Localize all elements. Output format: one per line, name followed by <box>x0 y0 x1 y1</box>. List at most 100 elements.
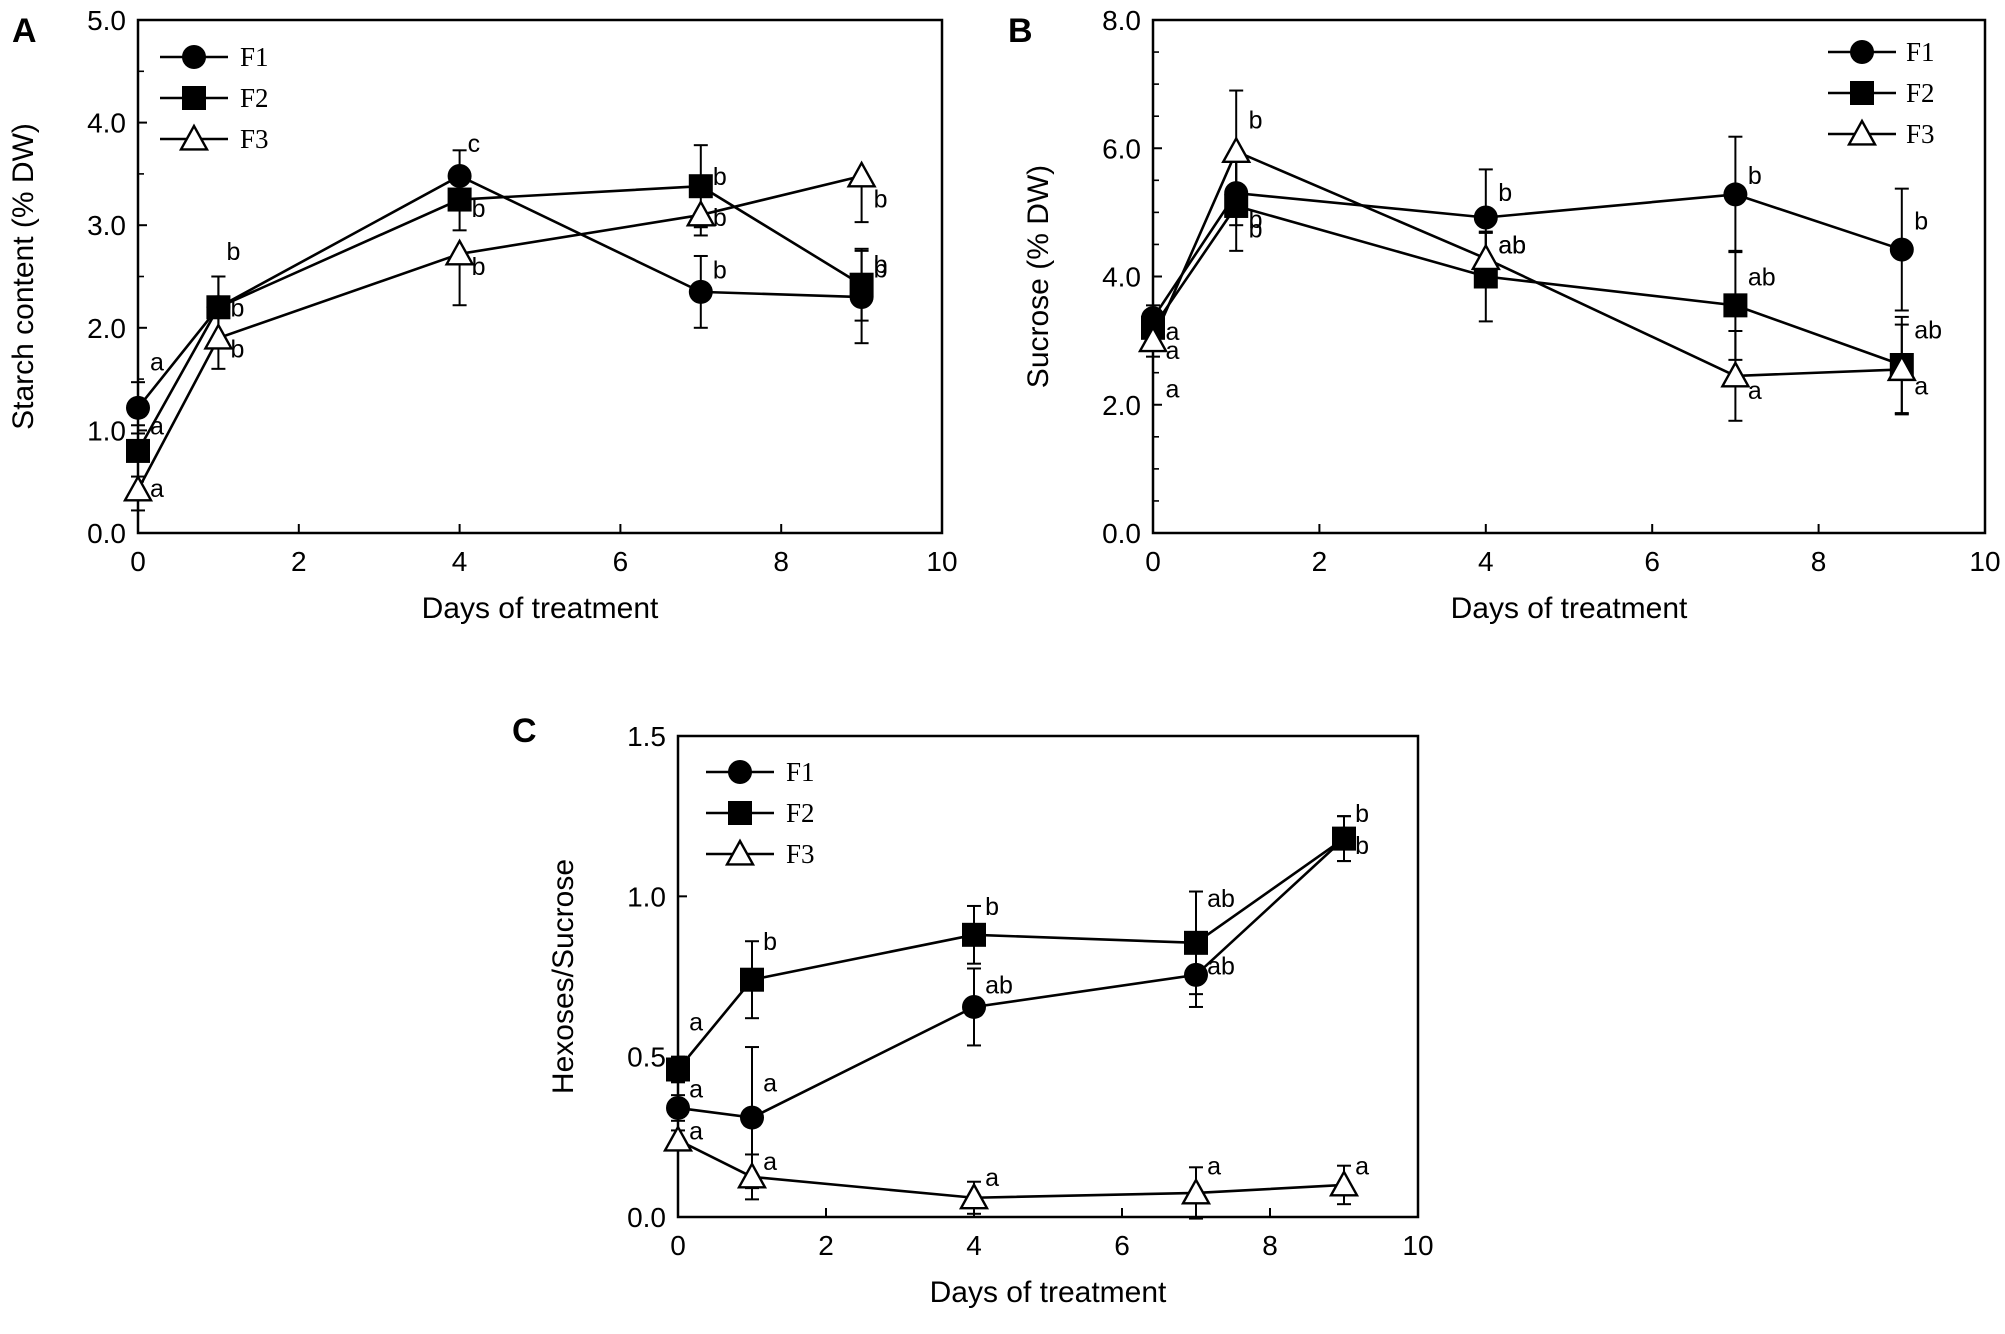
legend-marker-f1 <box>1850 40 1874 64</box>
x-tick-label-a: 4 <box>452 546 468 577</box>
legend-marker-f3 <box>1846 118 1878 146</box>
data-point <box>1137 325 1169 353</box>
y-tick-label-c: 1.0 <box>627 881 666 912</box>
data-point <box>740 967 764 992</box>
y-tick-label-a: 5.0 <box>87 5 126 36</box>
series-line <box>1151 191 1903 319</box>
significance-letter: b <box>874 251 888 279</box>
significance-letter: ab <box>1207 885 1235 913</box>
data-point <box>1328 1169 1360 1197</box>
significance-letter: b <box>874 255 888 283</box>
data-point <box>1723 293 1748 318</box>
significance-letter: b <box>226 238 240 266</box>
data-point <box>126 438 150 463</box>
panel-letter-a: A <box>12 12 37 50</box>
significance-letter: b <box>230 294 244 322</box>
data-point <box>662 1124 694 1152</box>
y-tick-label-c: 0.0 <box>627 1202 666 1233</box>
data-point <box>1180 1177 1212 1205</box>
data-point <box>1221 135 1252 164</box>
data-point <box>740 1105 764 1130</box>
x-tick-label-a: 6 <box>613 546 629 577</box>
significance-letter: a <box>689 1076 703 1104</box>
significance-letter: a <box>689 1117 703 1145</box>
significance-letter: ab <box>1498 231 1526 259</box>
series-line <box>136 174 862 409</box>
significance-letter: b <box>1355 800 1369 828</box>
y-axis-label-a: Starch content (% DW) <box>7 123 40 430</box>
series-f2-c: ab b ab b <box>666 800 1369 1084</box>
legend-marker-f2 <box>182 86 206 110</box>
x-axis-label-a: Days of treatment <box>422 592 659 625</box>
x-tick-label-c: 8 <box>1262 1230 1278 1261</box>
legend-a: F1 F2 F3 <box>160 42 269 154</box>
data-point <box>962 922 986 947</box>
data-point <box>666 1057 690 1082</box>
x-tick-label-b: 8 <box>1811 546 1827 577</box>
legend-label-f3: F3 <box>1906 119 1935 149</box>
significance-letter: a <box>150 412 164 440</box>
data-point <box>685 199 716 227</box>
significance-letter: a <box>1914 373 1928 401</box>
plot-frame-c <box>676 734 1420 1219</box>
legend-marker-f3 <box>724 838 756 866</box>
y-tick-label-c: 0.5 <box>627 1042 666 1073</box>
series-line <box>136 184 863 452</box>
chart-panel-c: C 0 2 4 6 8 10 0.0 0.5 1.0 1.5 Days of treatment Hex… <box>512 712 1434 1309</box>
series-line <box>1151 149 1902 378</box>
data-point <box>1889 237 1914 262</box>
x-tick-label-c: 2 <box>818 1230 834 1261</box>
significance-letter: b <box>985 893 999 921</box>
x-tick-label-a: 10 <box>926 546 957 577</box>
significance-letter: ab <box>1498 231 1526 259</box>
legend-c: F1 F2 F3 <box>706 757 815 869</box>
legend-b: F1 F2 F3 <box>1828 37 1935 149</box>
x-tick-label-b: 6 <box>1644 546 1660 577</box>
significance-letter: b <box>713 204 727 232</box>
x-tick-label-b: 4 <box>1478 546 1494 577</box>
significance-letter: a <box>763 1069 777 1097</box>
significance-letter: a <box>1207 1153 1221 1181</box>
data-point <box>688 174 713 199</box>
significance-letter: b <box>472 253 486 281</box>
significance-letter: b <box>1498 179 1512 207</box>
significance-letter: b <box>763 928 777 956</box>
data-point <box>122 474 154 502</box>
y-tick-label-b: 0.0 <box>1102 518 1141 549</box>
series-line <box>677 1138 1345 1200</box>
x-tick-label-c: 10 <box>1402 1230 1433 1261</box>
panel-letter-c: C <box>512 712 537 750</box>
significance-letter: a <box>150 349 164 377</box>
data-point <box>1720 360 1751 388</box>
significance-letter: ab <box>985 972 1013 1000</box>
y-tick-label-a: 0.0 <box>87 518 126 549</box>
significance-letter: a <box>1748 377 1762 405</box>
data-point <box>1184 930 1208 955</box>
significance-letter: a <box>985 1164 999 1192</box>
significance-letter: a <box>1165 376 1179 404</box>
y-tick-label-b: 2.0 <box>1102 390 1141 421</box>
data-point <box>846 160 877 188</box>
x-tick-label-b: 10 <box>1969 546 2000 577</box>
significance-letter: b <box>1249 215 1263 243</box>
significance-letter: b <box>1914 208 1928 236</box>
significance-letter: b <box>713 256 727 284</box>
y-tick-label-a: 1.0 <box>87 415 126 446</box>
data-point <box>666 1095 690 1120</box>
series-line <box>1151 204 1903 367</box>
data-point <box>1886 354 1917 382</box>
significance-letter: ab <box>1207 952 1235 980</box>
x-tick-label-c: 6 <box>1114 1230 1130 1261</box>
significance-letter: b <box>713 163 727 191</box>
legend-marker-f3 <box>178 123 210 151</box>
y-tick-label-b: 8.0 <box>1102 5 1141 36</box>
x-tick-label-a: 2 <box>291 546 307 577</box>
legend-marker-f1 <box>728 760 752 784</box>
